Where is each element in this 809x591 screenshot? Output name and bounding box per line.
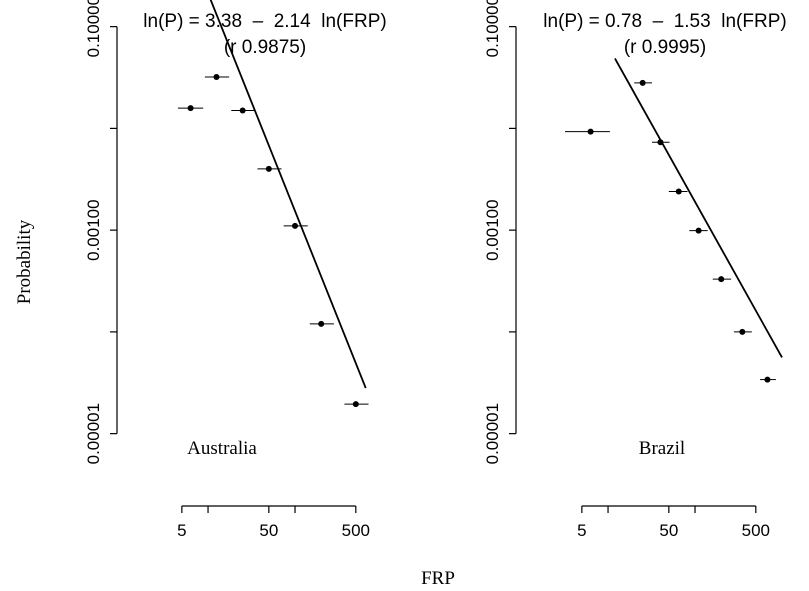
- x-tick-label: 50: [659, 521, 678, 540]
- data-point: [639, 79, 646, 86]
- panel-subtitle: (r 0.9995): [624, 37, 706, 58]
- panel-title: ln(P) = 3.38 – 2.14 ln(FRP): [143, 11, 386, 32]
- data-point: [292, 222, 299, 229]
- y-tick-label: 0.10000: [483, 0, 502, 57]
- x-tick-label: 5: [177, 521, 186, 540]
- data-point: [675, 188, 682, 195]
- panel-title: ln(P) = 0.78 – 1.53 ln(FRP): [543, 11, 786, 32]
- data-point: [265, 165, 272, 172]
- data-point: [764, 376, 771, 383]
- panel-annotation: Brazil: [639, 438, 685, 459]
- fit-line: [614, 57, 783, 358]
- x-tick-label: 500: [342, 521, 370, 540]
- y-tick-label: 0.00001: [84, 403, 103, 464]
- panel-annotation: Australia: [187, 438, 257, 459]
- panel-subtitle: (r 0.9875): [224, 37, 306, 58]
- x-axis-label: FRP: [421, 568, 455, 589]
- x-tick-label: 5: [577, 521, 586, 540]
- data-point: [239, 107, 246, 114]
- y-tick-label: 0.00001: [483, 403, 502, 464]
- data-point: [718, 276, 725, 283]
- x-tick-label: 500: [742, 521, 770, 540]
- data-point: [695, 227, 702, 234]
- data-point: [213, 73, 220, 80]
- data-point: [739, 328, 746, 335]
- panel-brazil: ln(P) = 0.78 – 1.53 ln(FRP) (r 0.9995) 0.0…: [483, 0, 787, 540]
- x-tick-label: 50: [259, 521, 278, 540]
- panel-australia: ln(P) = 3.38 – 2.14 ln(FRP) (r 0.9875) 0.0…: [84, 0, 387, 540]
- y-tick-label: 0.00100: [483, 199, 502, 260]
- data-point: [187, 105, 194, 112]
- fit-line: [209, 0, 367, 389]
- data-point: [657, 139, 664, 146]
- y-tick-label: 0.00100: [84, 199, 103, 260]
- data-point: [352, 401, 359, 408]
- data-point: [587, 128, 594, 135]
- y-tick-label: 0.10000: [84, 0, 103, 57]
- data-point: [318, 320, 325, 327]
- y-axis-label: Probability: [14, 219, 35, 304]
